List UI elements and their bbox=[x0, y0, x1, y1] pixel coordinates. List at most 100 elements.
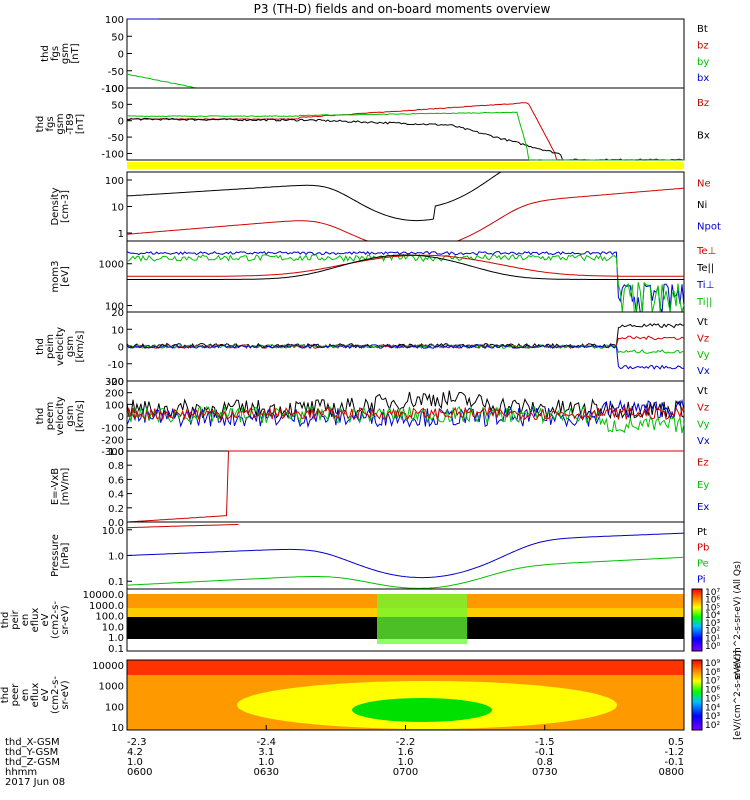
ytick-label: -100 bbox=[101, 424, 124, 435]
series-fgs_gsm_dev-0 bbox=[126, 102, 685, 161]
ephem-value: 0630 bbox=[254, 767, 279, 778]
colorbar-electron_eflux bbox=[691, 659, 703, 731]
ylabel-line: mom3 bbox=[50, 261, 61, 293]
ytick-label: 0.1 bbox=[108, 577, 124, 588]
colorbar-tick: 10⁷ bbox=[705, 677, 720, 687]
spec-ytick: 0.1 bbox=[108, 644, 124, 655]
series-efield-0 bbox=[126, 450, 684, 523]
colorbar-tick: 10⁶ bbox=[705, 596, 720, 606]
ylabel-line: gsm bbox=[60, 43, 71, 64]
ytick-label: 100 bbox=[105, 176, 124, 187]
series-temperature-3 bbox=[127, 254, 684, 280]
ephem-label-0: thd_X-GSM bbox=[5, 737, 60, 748]
ylabel-line: Pressure bbox=[50, 534, 61, 577]
spec-ytick: 100 bbox=[105, 702, 124, 713]
ylabel-line: thd bbox=[35, 338, 46, 355]
colorbar-label: eV/(cm^2-s-sr-eV) (All Qs) bbox=[733, 561, 743, 679]
legend-pressure-2: Pe bbox=[697, 559, 709, 570]
ylabel-line: [nT] bbox=[70, 43, 81, 63]
spec-elec-green bbox=[352, 698, 492, 722]
colorbar-tick: 10³ bbox=[705, 619, 720, 629]
ytick-label: -10 bbox=[108, 360, 124, 371]
ylabel-line: E=-VxB bbox=[50, 468, 61, 505]
ylabel-line: [nPa] bbox=[60, 542, 71, 568]
spec-ylabel-line: en bbox=[20, 689, 31, 702]
ytick-label: 1.0 bbox=[108, 552, 124, 563]
spec-ytick: 10 bbox=[111, 723, 124, 734]
ytick-label: 0.0 bbox=[108, 518, 124, 529]
ephem-value: -0.1 bbox=[664, 757, 684, 768]
ylabel-line: [km/s] bbox=[75, 330, 86, 362]
ephem-value: 1.0 bbox=[127, 757, 143, 768]
legend-fgs_gsm_dev-1: Bx bbox=[697, 131, 710, 142]
ytick-label: -50 bbox=[108, 67, 124, 78]
spec-ion-green bbox=[377, 594, 467, 644]
ylabel-line: fgs bbox=[50, 46, 61, 61]
spec-ylabel-line: (cm2-s- bbox=[50, 676, 61, 714]
spec-ytick: 10000 bbox=[92, 661, 124, 672]
legend-density-1: Ni bbox=[697, 200, 707, 211]
legend-electron_velocity-3: Vx bbox=[697, 436, 710, 447]
spec-ylabel-line: eflux bbox=[30, 683, 41, 708]
ytick-label: 50 bbox=[111, 32, 124, 43]
legend-efield-2: Ex bbox=[697, 502, 709, 513]
ytick-label: 100 bbox=[105, 400, 124, 411]
spec-ytick: 1000 bbox=[99, 682, 124, 693]
ephem-value: 4.2 bbox=[127, 747, 143, 758]
series-fgs_gsm_dev-1 bbox=[126, 117, 685, 161]
series-ion_velocity-0 bbox=[126, 323, 685, 349]
colorbar-tick: 10⁹ bbox=[705, 659, 720, 669]
ephem-value: 0800 bbox=[659, 767, 684, 778]
ytick-label: 0.6 bbox=[108, 475, 124, 486]
legend-temperature-2: Ti⊥ bbox=[696, 280, 714, 291]
legend-temperature-0: Te⊥ bbox=[696, 246, 716, 257]
ephem-value: -2.2 bbox=[396, 737, 416, 748]
ephem-value: 0.8 bbox=[537, 757, 553, 768]
ylabel-line: peim bbox=[45, 334, 56, 359]
legend-pressure-3: Pi bbox=[697, 575, 706, 586]
colorbar-tick: 10⁸ bbox=[705, 668, 720, 678]
spec-ylabel-line: thd bbox=[0, 687, 11, 704]
ylabel-line: gsm bbox=[55, 113, 66, 134]
series-fgs_gsm_dev-2 bbox=[126, 111, 685, 161]
panel-frame-pressure bbox=[126, 521, 685, 590]
legend-electron_velocity-2: Vy bbox=[697, 419, 710, 430]
ytick-label: -200 bbox=[101, 435, 124, 446]
series-density-0 bbox=[126, 171, 684, 222]
legend-pressure-0: Pt bbox=[697, 527, 707, 538]
ephem-value: -1.5 bbox=[535, 737, 555, 748]
colorbar-tick: 10⁴ bbox=[705, 703, 720, 713]
ephem-value: 3.1 bbox=[258, 747, 274, 758]
ytick-label: -100 bbox=[101, 84, 124, 95]
series-temperature-0 bbox=[126, 250, 685, 313]
ytick-label: 100 bbox=[105, 302, 124, 313]
legend-fgs_gsm-1: bz bbox=[697, 40, 709, 51]
colorbar-tick: 10⁷ bbox=[705, 588, 720, 598]
ylabel-line: gsm bbox=[65, 405, 76, 426]
colorbar-tick: 10³ bbox=[705, 712, 720, 722]
ephem-value: 0600 bbox=[127, 767, 152, 778]
colorbar-ion_eflux bbox=[691, 588, 703, 652]
ylabel-line: peem bbox=[45, 402, 56, 430]
ephem-value: 1.6 bbox=[398, 747, 414, 758]
spec-ylabel-line: eV bbox=[40, 688, 51, 701]
colorbar-tick: 10⁰ bbox=[705, 642, 720, 652]
spec-ylabel-line: thd bbox=[0, 612, 11, 629]
spec-frame-ion_eflux bbox=[126, 588, 685, 652]
ytick-label: 100 bbox=[105, 84, 124, 95]
ytick-label: 300 bbox=[105, 377, 124, 388]
ytick-label: 1000 bbox=[99, 260, 124, 271]
ephem-value: 0730 bbox=[532, 767, 557, 778]
spec-ytick: 1.0 bbox=[108, 633, 124, 644]
ylabel-line: -T89 bbox=[65, 113, 76, 135]
series-electron_velocity-3 bbox=[126, 406, 685, 421]
panel-frame-density bbox=[126, 171, 685, 242]
series-pressure-2 bbox=[126, 524, 239, 529]
spec-ylabel-line: eV bbox=[40, 613, 51, 626]
ylabel-line: gsm bbox=[65, 336, 76, 357]
spec-ylabel-line: peir bbox=[10, 609, 21, 629]
panel-frame-efield bbox=[126, 450, 685, 523]
ytick-label: 1.0 bbox=[108, 447, 124, 458]
